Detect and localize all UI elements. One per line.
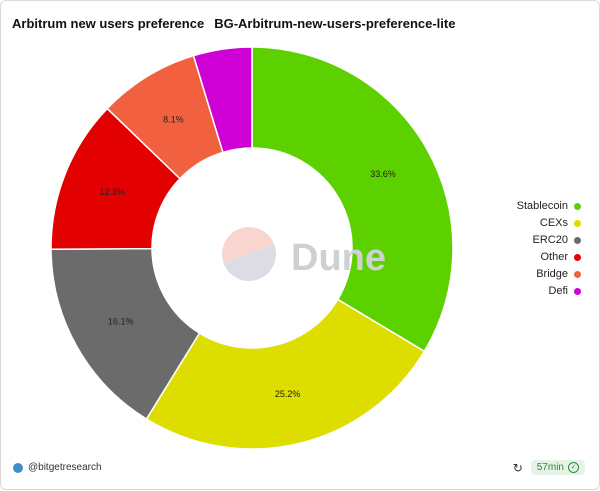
chart-legend: Stablecoin CEXs ERC20 Other Bridge Defi: [517, 199, 581, 298]
legend-item-defi[interactable]: Defi: [548, 284, 581, 298]
legend-swatch: [574, 253, 581, 261]
watermark-text: Dune: [291, 237, 386, 279]
slice-label-other: 12.3%: [99, 187, 125, 197]
avatar: [13, 462, 23, 473]
slice-label-bridge: 8.1%: [163, 115, 184, 125]
legend-label: Stablecoin: [516, 200, 568, 212]
slice-labels: 33.6% 25.2% 16.1% 12.3% 8.1%: [99, 115, 395, 400]
dune-logo-icon: [222, 227, 276, 281]
slice-defi[interactable]: [192, 46, 253, 154]
slice-erc20[interactable]: [50, 247, 201, 421]
author-name: @bitgetresearch: [28, 462, 102, 473]
legend-swatch: [574, 219, 581, 227]
refresh-age-badge[interactable]: 57min ✓: [530, 460, 585, 475]
legend-item-bridge[interactable]: Bridge: [536, 267, 581, 281]
legend-item-cexs[interactable]: CEXs: [540, 216, 581, 230]
chart-title: Arbitrum new users preference: [12, 15, 205, 31]
refresh-age: 57min: [536, 462, 564, 473]
slice-label-stablecoin: 33.6%: [370, 169, 396, 179]
legend-item-other[interactable]: Other: [540, 250, 581, 264]
legend-swatch: [574, 236, 581, 244]
legend-label: CEXs: [539, 217, 568, 229]
dune-watermark: Dune: [222, 227, 386, 281]
legend-label: Other: [540, 251, 568, 263]
donut-slices: [50, 46, 454, 450]
legend-item-erc20[interactable]: ERC20: [533, 233, 581, 247]
slice-label-cexs: 25.2%: [275, 389, 301, 399]
legend-swatch: [574, 270, 581, 278]
query-name: BG-Arbitrum-new-users-preference-lite: [214, 15, 456, 31]
footer-status: ↻ 57min ✓: [513, 460, 585, 475]
author-credit[interactable]: @bitgetresearch: [13, 462, 102, 473]
check-circle-icon: ✓: [568, 462, 579, 473]
legend-swatch: [574, 202, 581, 210]
legend-label: ERC20: [532, 234, 568, 246]
slice-stablecoin[interactable]: [251, 46, 454, 353]
legend-label: Defi: [548, 285, 568, 297]
refresh-icon[interactable]: ↻: [512, 460, 523, 475]
legend-swatch: [574, 287, 581, 295]
legend-label: Bridge: [536, 268, 568, 280]
chart-header: Arbitrum new users preference BG-Arbitru…: [12, 13, 455, 33]
legend-item-stablecoin[interactable]: Stablecoin: [517, 199, 581, 213]
slice-cexs[interactable]: [145, 298, 426, 450]
slice-label-erc20: 16.1%: [108, 317, 134, 327]
